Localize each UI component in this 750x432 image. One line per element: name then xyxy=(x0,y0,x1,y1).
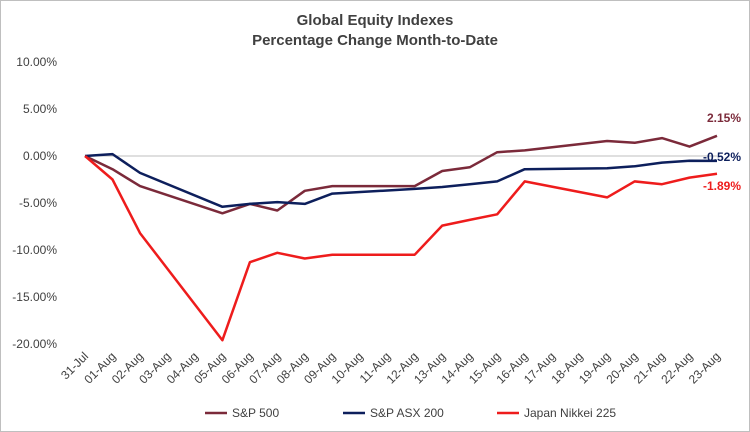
chart-title: Global Equity Indexes xyxy=(297,12,454,29)
y-tick-label: -10.00% xyxy=(12,243,57,257)
chart-subtitle: Percentage Change Month-to-Date xyxy=(252,32,498,49)
series-end-label: 2.15% xyxy=(707,111,741,125)
x-axis-ticks: 31-Jul01-Aug02-Aug03-Aug04-Aug05-Aug06-A… xyxy=(58,349,723,386)
x-tick-label: 23-Aug xyxy=(686,349,723,386)
series-end-labels: 2.15% -0.52% -1.89% xyxy=(703,111,741,193)
y-tick-label: -15.00% xyxy=(12,290,57,304)
series-lines xyxy=(84,134,718,342)
series-end-label: -1.89% xyxy=(703,179,741,193)
y-tick-label: 10.00% xyxy=(16,55,57,69)
legend-label: S&P ASX 200 xyxy=(370,406,444,420)
series-line xyxy=(84,155,718,342)
legend-label: S&P 500 xyxy=(232,406,279,420)
series-line xyxy=(84,134,718,215)
legend-label: Japan Nikkei 225 xyxy=(524,406,616,420)
y-tick-label: 5.00% xyxy=(23,102,57,116)
y-tick-label: -20.00% xyxy=(12,337,57,351)
y-axis-ticks: 10.00% 5.00% 0.00% -5.00% -10.00% -15.00% -20.… xyxy=(12,55,57,351)
y-tick-label: 0.00% xyxy=(23,149,57,163)
series-line xyxy=(84,152,718,209)
legend: S&P 500 S&P ASX 200 Japan Nikkei 225 xyxy=(205,406,616,420)
series-end-label: -0.52% xyxy=(703,150,741,164)
y-tick-label: -5.00% xyxy=(19,196,57,210)
